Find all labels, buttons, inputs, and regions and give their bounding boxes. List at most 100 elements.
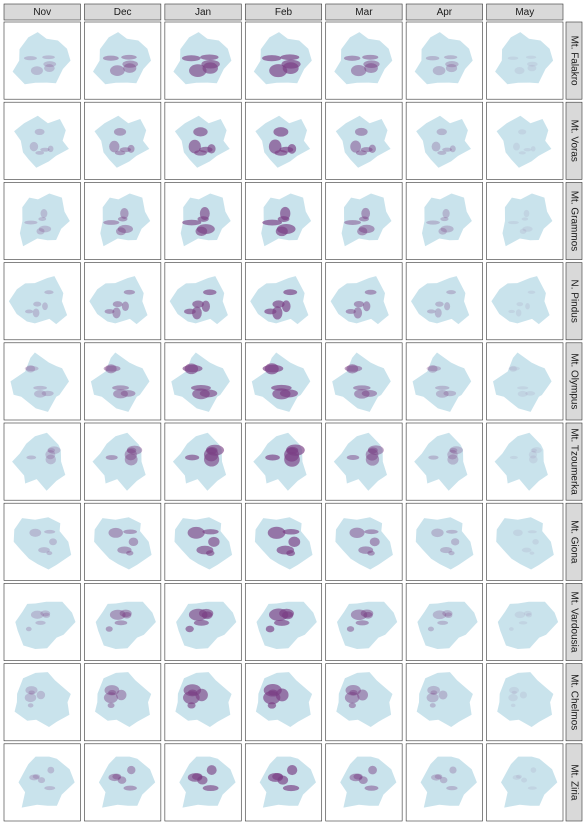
- snow-patch: [123, 63, 137, 73]
- snow-patch: [521, 547, 532, 553]
- region-shape: [94, 115, 150, 168]
- snow-patch: [428, 455, 439, 460]
- snow-patch: [206, 765, 217, 775]
- snow-patch: [363, 611, 373, 619]
- region-shape: [19, 193, 70, 247]
- snow-patch: [47, 448, 56, 453]
- column-strip: [164, 3, 242, 21]
- snow-patch: [44, 786, 56, 791]
- snow-patch: [517, 386, 529, 390]
- snow-patch: [346, 454, 360, 461]
- row-strip: [565, 663, 583, 742]
- region-shape: [337, 601, 398, 649]
- row-strip: [565, 583, 583, 661]
- snow-patch: [350, 609, 368, 621]
- snow-patch: [274, 619, 290, 626]
- snow-patch: [116, 227, 126, 236]
- snow-patch: [128, 537, 139, 547]
- snow-patch: [193, 619, 209, 626]
- snow-patch: [431, 774, 442, 781]
- snow-patch: [531, 447, 542, 454]
- snow-patch: [112, 773, 122, 780]
- region-shape: [8, 276, 68, 325]
- snow-patch: [114, 620, 128, 626]
- snow-patch: [36, 690, 46, 700]
- snow-patch: [268, 139, 282, 154]
- snow-patch: [368, 765, 377, 775]
- snow-patch: [515, 309, 522, 317]
- column-label: Nov: [33, 7, 51, 18]
- snow-patch: [32, 308, 40, 318]
- snow-patch: [357, 227, 368, 236]
- snow-patch: [517, 390, 528, 397]
- snow-patch: [25, 686, 38, 695]
- region-shape: [496, 115, 552, 168]
- snow-patch: [275, 226, 288, 237]
- snow-patch: [346, 364, 359, 374]
- snow-patch: [112, 301, 123, 308]
- column-label: Mar: [355, 7, 373, 18]
- snow-patch: [34, 390, 47, 398]
- snow-patch: [429, 703, 436, 708]
- snow-patch: [265, 625, 275, 633]
- snow-patch: [262, 219, 283, 226]
- snow-patch: [449, 446, 463, 455]
- snow-patch: [360, 147, 373, 153]
- snow-patch: [518, 129, 527, 135]
- snow-patch: [30, 610, 44, 619]
- snow-patch: [443, 390, 457, 397]
- snow-patch: [127, 765, 136, 775]
- snow-patch: [349, 773, 363, 782]
- snow-patch: [513, 142, 520, 151]
- snow-patch: [525, 613, 532, 618]
- snow-patch: [265, 454, 280, 461]
- snow-patch: [365, 453, 380, 466]
- snow-patch: [426, 365, 442, 372]
- snow-patch: [435, 389, 449, 398]
- snow-patch: [513, 529, 523, 537]
- snow-patch: [108, 690, 117, 695]
- snow-patch: [525, 391, 536, 396]
- snow-patch: [46, 551, 53, 556]
- region-shape: [10, 352, 69, 412]
- snow-patch: [530, 448, 537, 453]
- snow-patch: [514, 611, 526, 619]
- snow-patch: [444, 612, 453, 619]
- row-label: Mt. Voras: [568, 120, 579, 162]
- snow-patch: [439, 776, 448, 784]
- region-shape: [420, 756, 477, 808]
- snow-patch: [276, 545, 295, 555]
- snow-patch: [361, 389, 378, 397]
- snow-patch: [446, 290, 456, 295]
- snow-patch: [283, 289, 298, 296]
- region-shape: [179, 756, 236, 808]
- snow-patch: [431, 528, 444, 538]
- column-strip: [405, 3, 483, 21]
- snow-patch: [437, 150, 447, 155]
- snow-patch: [123, 289, 136, 295]
- snow-patch: [345, 684, 361, 696]
- region-shape: [497, 601, 559, 649]
- snow-patch: [108, 773, 121, 782]
- row-strip: [565, 21, 583, 100]
- snow-patch: [41, 390, 54, 397]
- snow-patch: [109, 609, 126, 620]
- snow-patch: [35, 620, 46, 625]
- snow-patch: [508, 694, 518, 702]
- region-shape: [340, 756, 397, 808]
- snow-patch: [445, 63, 458, 73]
- snow-patch: [521, 777, 528, 783]
- snow-patch: [527, 61, 538, 67]
- snow-patch: [369, 537, 380, 547]
- snow-patch: [30, 66, 43, 75]
- snow-patch: [354, 389, 370, 399]
- region-shape: [497, 672, 554, 727]
- region-shape: [491, 276, 550, 325]
- snow-patch: [518, 151, 526, 155]
- snow-patch: [426, 693, 439, 703]
- snow-patch: [187, 526, 205, 539]
- snow-patch: [355, 150, 367, 156]
- row-label: Mt. Ziria: [568, 764, 579, 801]
- snow-patch: [112, 307, 121, 319]
- row-strip: [565, 502, 583, 581]
